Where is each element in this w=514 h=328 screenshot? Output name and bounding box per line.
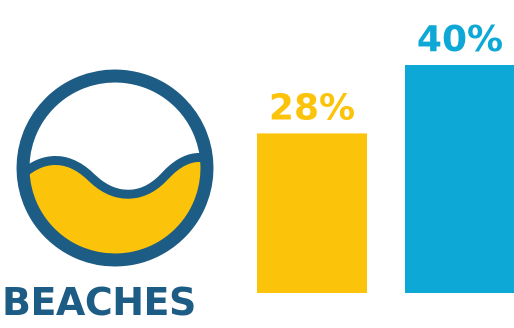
bar-2-value-label: 40% (417, 19, 503, 60)
bar-2 (405, 65, 514, 293)
beach-wave-icon (16, 69, 214, 267)
beaches-label: BEACHES (2, 280, 196, 324)
bar-1 (257, 133, 367, 293)
bars-group: 28% 40% (257, 19, 514, 293)
bar-1-value-label: 28% (269, 87, 355, 128)
